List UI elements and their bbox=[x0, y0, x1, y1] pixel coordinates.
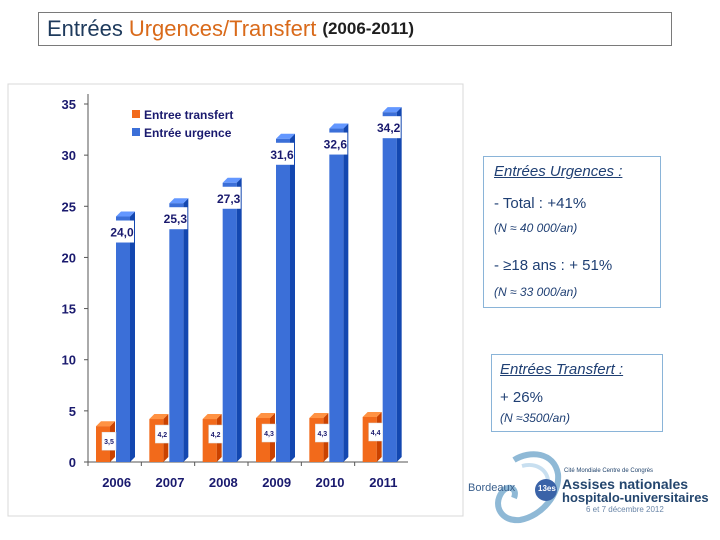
urgence-bar-side-2 bbox=[236, 177, 242, 462]
urgence-label-box bbox=[323, 132, 348, 155]
transfert-label-box bbox=[155, 424, 170, 444]
logo-badge: 13es bbox=[538, 484, 556, 493]
transfert-note: (N ≈3500/an) bbox=[500, 411, 570, 425]
urgences-header: Entrées Urgences : bbox=[494, 163, 623, 180]
y-tick-label: 10 bbox=[62, 353, 76, 368]
urgence-bar-top-4 bbox=[329, 123, 349, 129]
urgence-bar-side-1 bbox=[183, 198, 189, 462]
transfert-header: Entrées Transfert : bbox=[500, 361, 624, 378]
urgences-adult-value: + 51% bbox=[569, 257, 613, 274]
y-tick-label: 15 bbox=[62, 302, 76, 317]
transfert-bar-top-1 bbox=[149, 414, 169, 420]
urgence-data-label: 24,0 bbox=[110, 226, 134, 240]
x-tick-label: 2008 bbox=[209, 475, 238, 490]
urgences-total-note: (N ≈ 40 000/an) bbox=[494, 221, 578, 235]
urgence-bar-top-2 bbox=[222, 177, 242, 183]
urgence-bar-3 bbox=[276, 138, 290, 462]
panel-transfert: Entrées Transfert : + 26% (N ≈3500/an) bbox=[491, 354, 663, 432]
urgences-adult-label: - ≥18 ans : bbox=[494, 257, 565, 274]
transfert-label-box bbox=[315, 423, 330, 443]
transfert-data-label: 3,5 bbox=[104, 439, 114, 446]
transfert-label-box bbox=[261, 423, 277, 443]
title-part1: Entrées bbox=[47, 16, 123, 41]
logo-city: Bordeaux bbox=[468, 482, 516, 494]
transfert-label-box bbox=[101, 431, 117, 451]
urgence-bar-side-3 bbox=[290, 133, 295, 462]
x-tick-label: 2011 bbox=[369, 475, 397, 490]
transfert-data-label: 4,3 bbox=[264, 431, 274, 438]
transfert-label-box bbox=[208, 424, 223, 444]
x-tick-label: 2009 bbox=[262, 475, 291, 490]
transfert-bar-top-0 bbox=[96, 421, 115, 427]
urgences-adult-note: (N ≈ 33 000/an) bbox=[494, 285, 578, 299]
urgence-bar-top-5 bbox=[382, 107, 402, 113]
y-tick-label: 30 bbox=[62, 148, 76, 163]
urgence-bar-4 bbox=[329, 128, 344, 462]
legend-label-1: Entrée urgence bbox=[144, 126, 232, 140]
urgences-total-value: +41% bbox=[547, 195, 587, 212]
y-tick-label: 35 bbox=[62, 97, 76, 112]
y-tick-label: 20 bbox=[62, 250, 76, 265]
urgence-data-label: 34,2 bbox=[377, 121, 401, 135]
urgence-bar-1 bbox=[169, 203, 184, 462]
urgences-adult-row: - ≥18 ans : + 51% bbox=[494, 257, 612, 275]
transfert-data-label: 4,2 bbox=[211, 432, 221, 439]
logo-line2: Assises nationales bbox=[562, 476, 689, 492]
urgences-total-row: - Total : +41% bbox=[494, 195, 586, 213]
logo-line3: hospitalo-universitaires bbox=[562, 490, 709, 505]
transfert-bar-top-5 bbox=[362, 411, 382, 417]
panel-urgences: Entrées Urgences : - Total : +41% (N ≈ 4… bbox=[483, 156, 661, 308]
urgence-label-box bbox=[163, 207, 188, 230]
x-tick-label: 2007 bbox=[156, 475, 185, 490]
y-tick-label: 0 bbox=[69, 455, 76, 470]
urgence-data-label: 25,3 bbox=[164, 212, 188, 226]
title-part2: Urgences/Transfert bbox=[128, 16, 317, 41]
logo-line1: Cité Mondiale Centre de Congrès bbox=[564, 468, 654, 474]
urgence-bar-2 bbox=[222, 182, 237, 462]
urgence-bar-5 bbox=[382, 112, 397, 462]
event-logo: Bordeaux 13es Cité Mondiale Centre de Co… bbox=[462, 444, 720, 540]
logo-line4: 6 et 7 décembre 2012 bbox=[586, 505, 664, 514]
transfert-label-box bbox=[368, 422, 383, 442]
transfert-bar-top-2 bbox=[202, 414, 222, 420]
urgence-bar-0 bbox=[116, 216, 130, 462]
transfert-value: + 26% bbox=[500, 389, 543, 406]
urgence-bar-side-0 bbox=[130, 211, 135, 462]
urgence-bar-top-0 bbox=[116, 211, 135, 217]
legend-label-0: Entree transfert bbox=[144, 108, 233, 122]
urgence-data-label: 32,6 bbox=[324, 138, 348, 152]
title-part3: (2006-2011) bbox=[322, 19, 414, 38]
transfert-bar-top-3 bbox=[256, 413, 275, 419]
x-tick-label: 2006 bbox=[102, 475, 131, 490]
urgence-bar-top-1 bbox=[169, 198, 189, 204]
urgence-bar-side-4 bbox=[343, 123, 349, 462]
transfert-data-label: 4,2 bbox=[157, 432, 167, 439]
x-tick-label: 2010 bbox=[316, 475, 345, 490]
urgence-label-box bbox=[376, 116, 401, 139]
legend-swatch-0 bbox=[132, 110, 140, 118]
transfert-data-label: 4,3 bbox=[317, 431, 327, 438]
urgence-label-box bbox=[110, 220, 134, 243]
urgences-total-label: - Total : bbox=[494, 195, 543, 212]
urgence-label-box bbox=[216, 186, 241, 209]
y-tick-label: 5 bbox=[69, 404, 76, 419]
urgence-bar-top-3 bbox=[276, 133, 295, 139]
wave-logo-icon bbox=[495, 451, 562, 524]
transfert-data-label: 4,4 bbox=[371, 430, 381, 437]
transfert-bar-top-4 bbox=[309, 413, 329, 419]
urgence-label-box bbox=[270, 142, 294, 165]
urgence-data-label: 27,3 bbox=[217, 192, 241, 206]
title-box: Entrées Urgences/Transfert (2006-2011) bbox=[38, 12, 672, 46]
y-tick-label: 25 bbox=[62, 199, 76, 214]
urgence-data-label: 31,6 bbox=[270, 148, 294, 162]
urgence-bar-side-5 bbox=[396, 107, 402, 462]
legend-swatch-1 bbox=[132, 128, 140, 136]
